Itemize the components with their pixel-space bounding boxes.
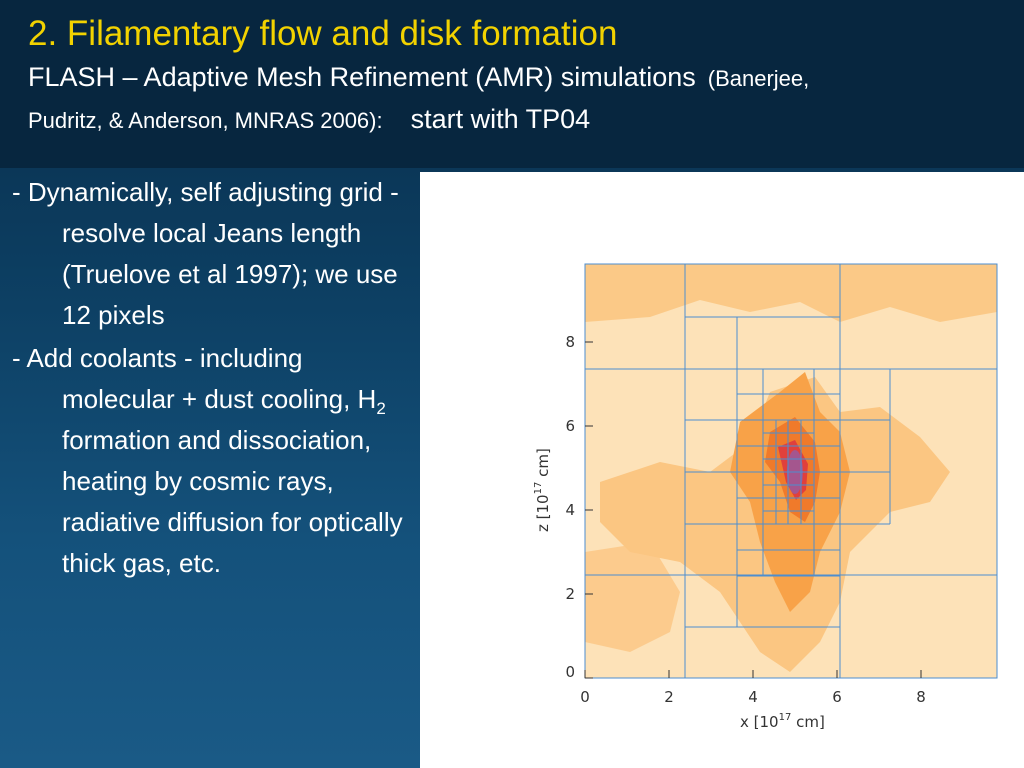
x-axis-label-text: x [10 — [740, 713, 779, 731]
y-tick-label: 4 — [565, 501, 575, 519]
slide-subtitle-line2: Pudritz, & Anderson, MNRAS 2006): start w… — [28, 104, 590, 135]
x-axis-exponent: 17 — [779, 712, 792, 723]
bullet-item-coolants: - Add coolants - including molecular + d… — [12, 338, 422, 584]
y-tick-label: 6 — [565, 417, 575, 435]
y-tick-label: 0 — [565, 663, 575, 681]
simulation-figure: 0 2 4 6 8 0 2 4 6 8 x [1017 cm] z [1017 … — [420, 172, 1024, 768]
citation-part1: (Banerjee, — [707, 66, 810, 91]
x-tick-label: 4 — [748, 688, 758, 706]
y-tick-label: 2 — [565, 585, 575, 603]
bullet-text-coolants-pre: - Add coolants - including molecular + d… — [12, 343, 377, 414]
y-axis-exponent: 17 — [533, 482, 544, 495]
grid-level-0 — [584, 263, 998, 679]
x-axis-unit: cm] — [791, 713, 824, 731]
bullet-item-grid: - Dynamically, self adjusting grid - res… — [12, 172, 422, 336]
axis-ticks — [584, 341, 922, 679]
x-axis-label: x [1017 cm] — [740, 712, 825, 731]
y-tick-labels: 0 2 4 6 8 — [565, 333, 575, 681]
citation-part2: Pudritz, & Anderson, MNRAS 2006): — [28, 108, 383, 133]
start-note: start with TP04 — [410, 104, 591, 134]
amr-grid — [584, 263, 998, 679]
slide-subtitle: FLASH – Adaptive Mesh Refinement (AMR) s… — [28, 62, 809, 93]
y-tick-label: 8 — [565, 333, 575, 351]
density-region-top — [585, 264, 997, 322]
density-region-left — [585, 542, 680, 652]
x-tick-label: 0 — [580, 688, 590, 706]
bullet-text-grid: - Dynamically, self adjusting grid - res… — [12, 177, 399, 330]
y-axis-unit: cm] — [534, 448, 552, 481]
amr-density-plot: 0 2 4 6 8 0 2 4 6 8 x [1017 cm] z [1017 … — [533, 263, 998, 731]
bullet-list: - Dynamically, self adjusting grid - res… — [12, 172, 422, 586]
x-tick-label: 6 — [832, 688, 842, 706]
y-axis-label-text: z [10 — [534, 494, 552, 532]
slide-title: 2. Filamentary flow and disk formation — [28, 14, 618, 53]
grid-level-2 — [736, 368, 841, 577]
x-tick-label: 2 — [664, 688, 674, 706]
y-axis-label: z [1017 cm] — [533, 448, 552, 532]
x-tick-label: 8 — [916, 688, 926, 706]
title-bar: 2. Filamentary flow and disk formation F… — [0, 0, 1024, 168]
bullet-subscript: 2 — [376, 399, 386, 419]
subtitle-main: FLASH – Adaptive Mesh Refinement (AMR) s… — [28, 62, 696, 92]
x-tick-labels: 0 2 4 6 8 — [580, 688, 926, 706]
density-map — [585, 264, 997, 678]
bullet-text-coolants-post: formation and dissociation, heating by c… — [62, 425, 403, 578]
